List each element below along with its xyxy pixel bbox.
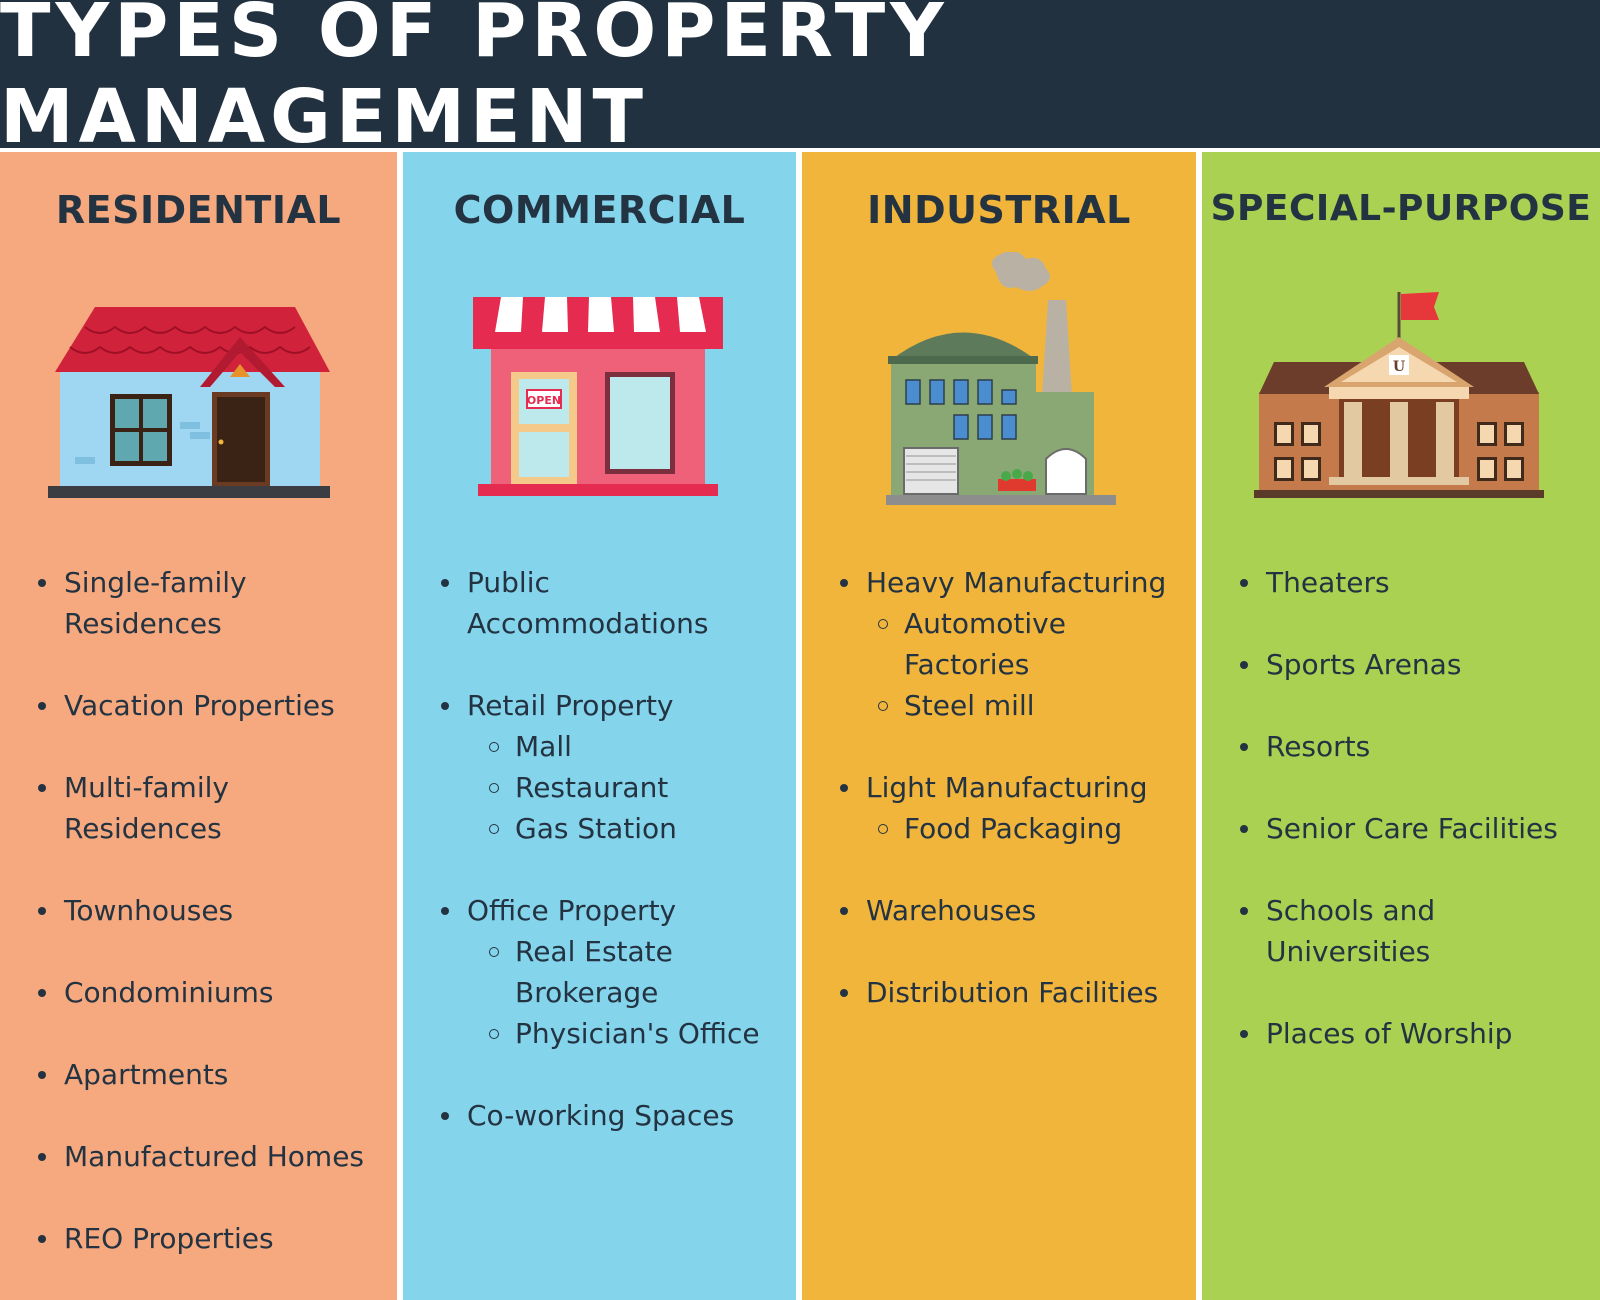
title-banner: TYPES OF PROPERTY MANAGEMENT (0, 0, 1600, 160)
list-item: Places of Worship (1240, 1013, 1592, 1054)
list-item: Schools and Universities (1240, 890, 1592, 972)
column-commercial: COMMERCIAL OPEN (403, 152, 796, 1300)
list-item: Public Accommodations (441, 562, 791, 644)
list-item: Sports Arenas (1240, 644, 1592, 685)
list-item: Condominiums (38, 972, 383, 1013)
list-item: Co-working Spaces (441, 1095, 791, 1136)
industrial-list: Heavy Manufacturing Automotive Factories… (840, 562, 1192, 1054)
list-item: Heavy Manufacturing Automotive Factories… (840, 562, 1192, 726)
category-columns: RESIDENTIAL (0, 152, 1600, 1300)
svg-text:OPEN: OPEN (527, 394, 561, 407)
sub-list-item: Steel mill (878, 685, 1192, 726)
list-item: Townhouses (38, 890, 383, 931)
university-icon: U (1249, 252, 1549, 512)
sub-list-item: Gas Station (489, 808, 791, 849)
list-item: Retail Property Mall Restaurant Gas Stat… (441, 685, 791, 849)
factory-icon (886, 252, 1116, 512)
sub-list-item: Physician's Office (489, 1013, 791, 1054)
sub-list-item: Restaurant (489, 767, 791, 808)
sub-list: Food Packaging (878, 808, 1192, 849)
list-item: Light Manufacturing Food Packaging (840, 767, 1192, 849)
page-title: TYPES OF PROPERTY MANAGEMENT (0, 0, 949, 160)
list-item: Theaters (1240, 562, 1592, 603)
sub-list-item: Automotive Factories (878, 603, 1192, 685)
list-item: Apartments (38, 1054, 383, 1095)
sub-list-item: Real Estate Brokerage (489, 931, 791, 1013)
storefront-icon: OPEN (473, 252, 723, 512)
residential-list: Single-family Residences Vacation Proper… (38, 562, 383, 1300)
list-item: Manufactured Homes (38, 1136, 383, 1177)
column-heading: COMMERCIAL (453, 188, 746, 232)
list-item: Vacation Properties (38, 685, 383, 726)
column-heading: INDUSTRIAL (867, 188, 1131, 232)
sub-list-item: Mall (489, 726, 791, 767)
list-item: Warehouses (840, 890, 1192, 931)
house-icon (40, 252, 360, 512)
sub-list: Real Estate Brokerage Physician's Office (489, 931, 791, 1054)
list-item: Senior Care Facilities (1240, 808, 1592, 849)
list-item: Resorts (1240, 726, 1592, 767)
column-residential: RESIDENTIAL (0, 152, 397, 1300)
sub-list: Automotive Factories Steel mill (878, 603, 1192, 726)
svg-text:U: U (1393, 359, 1405, 375)
list-item: Office Property Real Estate Brokerage Ph… (441, 890, 791, 1054)
column-heading: RESIDENTIAL (55, 188, 342, 232)
column-industrial: INDUSTRIAL (802, 152, 1196, 1300)
list-item: Single-family Residences (38, 562, 383, 644)
list-item: Distribution Facilities (840, 972, 1192, 1013)
list-item: REO Properties (38, 1218, 383, 1259)
column-heading: SPECIAL-PURPOSE (1210, 188, 1592, 229)
list-item: Multi-family Residences (38, 767, 383, 849)
special-purpose-list: Theaters Sports Arenas Resorts Senior Ca… (1240, 562, 1592, 1095)
column-special-purpose: SPECIAL-PURPOSE U (1202, 152, 1600, 1300)
commercial-list: Public Accommodations Retail Property Ma… (441, 562, 791, 1177)
sub-list: Mall Restaurant Gas Station (489, 726, 791, 849)
sub-list-item: Food Packaging (878, 808, 1192, 849)
